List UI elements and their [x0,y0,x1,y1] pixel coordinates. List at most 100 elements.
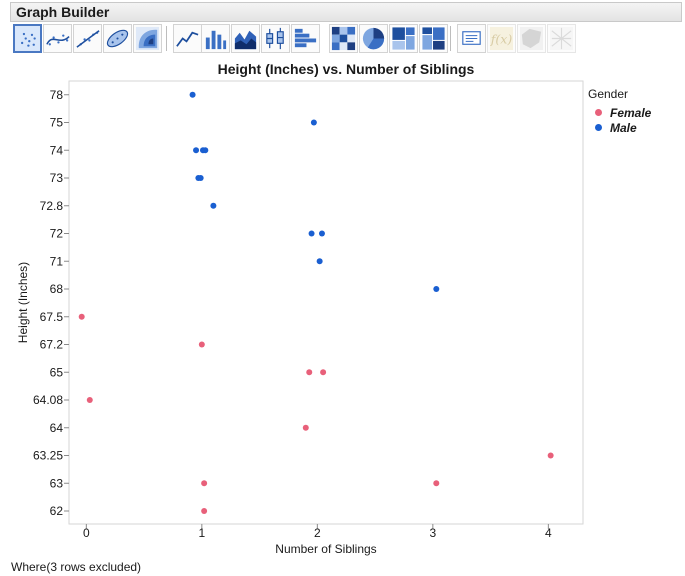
x-axis: 0 1 2 3 4 [83,524,552,540]
data-point-male[interactable] [433,286,440,292]
line-of-fit-icon [76,30,100,48]
points-element-button[interactable] [13,24,42,53]
data-point-female[interactable] [86,397,93,403]
data-point-male[interactable] [316,258,323,265]
y-tick-label: 63 [50,476,64,490]
parallel-plot-icon [549,26,574,51]
treemap-icon [391,26,416,51]
data-point-male[interactable] [193,147,200,154]
y-tick-label: 72 [50,227,64,241]
male-marker-icon [595,124,602,131]
x-tick-label: 4 [545,526,552,540]
data-point-male[interactable] [308,230,315,237]
data-point-female[interactable] [320,369,327,376]
bar-icon [205,30,227,50]
data-point-female[interactable] [547,452,554,459]
parallel-plot-element-button [547,24,576,53]
y-tick-label: 71 [50,254,64,268]
plot-frame [68,80,584,525]
bar-element-button[interactable] [201,24,230,53]
element-toolbar: f(x) [13,24,683,54]
legend-title: Gender [588,87,629,101]
ellipse-icon [106,29,129,48]
pie-element-button[interactable] [359,24,388,53]
toolbar-separator [450,26,451,51]
y-tick-label: 64 [50,421,64,435]
window-title: Graph Builder [16,4,110,20]
caption-box-element-button[interactable] [457,24,486,53]
y-tick-label: 67.5 [40,310,64,324]
mosaic-element-button[interactable] [419,24,448,53]
histogram-icon [294,28,317,48]
svg-text:f(x): f(x) [490,31,513,46]
data-point-male[interactable] [189,91,196,98]
data-points [78,91,554,514]
data-point-female[interactable] [201,480,208,487]
legend-item-male[interactable]: Male [588,120,651,135]
ellipse-element-button[interactable] [103,24,132,53]
line-icon [176,31,199,47]
heatmap-element-button[interactable] [329,24,358,53]
chart-title: Height (Inches) vs. Number of Siblings [217,61,475,77]
x-tick-label: 2 [314,526,321,540]
data-point-male[interactable] [310,119,317,126]
x-tick-label: 3 [429,526,436,540]
legend-label-male: Male [610,120,637,135]
y-tick-label: 72.8 [40,199,64,213]
smoother-icon [46,34,70,46]
pie-icon [362,27,385,50]
data-point-female[interactable] [201,508,208,514]
formula-icon: f(x) [490,26,514,51]
caption-box-icon [462,31,481,45]
legend-label-female: Female [610,105,652,120]
y-tick-label: 64.08 [33,393,63,407]
data-point-female[interactable] [198,341,205,348]
female-marker-icon [595,109,602,116]
y-tick-label: 78 [50,88,64,102]
y-tick-label: 65 [50,365,64,379]
data-point-female[interactable] [433,480,440,487]
data-point-male[interactable] [202,147,209,154]
mosaic-icon [421,26,446,51]
y-tick-label: 63.25 [33,449,63,463]
y-tick-label: 67.2 [40,338,64,352]
area-icon [234,30,257,50]
map-shapes-element-button [517,24,546,53]
smoother-element-button[interactable] [43,24,72,53]
data-point-male[interactable] [318,230,325,237]
y-axis-label[interactable]: Height (Inches) [16,262,30,343]
y-tick-label: 68 [50,282,64,296]
line-element-button[interactable] [173,24,202,53]
toolbar-separator [166,26,167,51]
formula-element-button: f(x) [487,24,516,53]
line-of-fit-element-button[interactable] [73,24,102,53]
y-axis: 62 63 63.25 64 64.08 65 67.2 67.5 68 71 72 72.8 73 74… [33,88,69,518]
map-shapes-icon [519,26,544,51]
treemap-element-button[interactable] [389,24,418,53]
contour-element-button[interactable] [133,24,162,53]
points-icon [20,32,36,47]
legend: Gender Female Male [588,87,651,135]
x-tick-label: 1 [198,526,205,540]
data-point-male[interactable] [197,175,204,181]
x-axis-label[interactable]: Number of Siblings [275,542,376,556]
data-point-female[interactable] [306,369,313,376]
contour-icon [135,26,160,51]
y-tick-label: 62 [50,504,64,518]
legend-item-female[interactable]: Female [588,105,651,120]
x-tick-label: 0 [83,526,90,540]
where-clause-note: Where(3 rows excluded) [11,560,142,574]
data-point-male[interactable] [210,202,217,209]
box-plot-element-button[interactable] [261,24,290,53]
data-point-female[interactable] [78,313,85,320]
histogram-element-button[interactable] [291,24,320,53]
area-element-button[interactable] [231,24,260,53]
heatmap-icon [331,26,356,51]
box-plot-icon [266,27,284,50]
window-title-bar: Graph Builder [10,2,682,22]
data-point-female[interactable] [302,424,309,431]
y-tick-label: 73 [50,171,64,185]
y-tick-label: 75 [50,116,64,130]
y-tick-label: 74 [50,143,64,157]
